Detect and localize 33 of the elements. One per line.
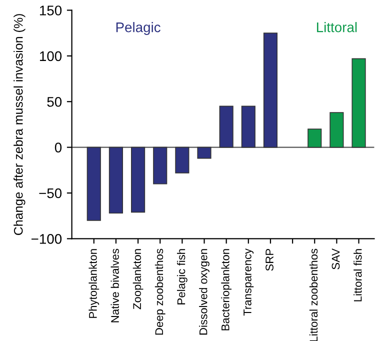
x-tick-label: Phytoplankton — [88, 249, 100, 318]
annotation: Pelagic — [116, 22, 160, 35]
x-tick-label: Littoral zoobenthos — [309, 248, 318, 341]
bar — [108, 146, 124, 214]
bar — [330, 112, 344, 148]
x-tick-label: Zooplankton — [132, 249, 144, 310]
y-tick-label: 0 — [54, 142, 62, 152]
x-tick-label: Transparency — [244, 248, 254, 316]
y-tick-label: 50 — [47, 96, 62, 107]
x-tick-label: Littoral fish — [354, 249, 362, 302]
x-tick-label: Native bivalves — [110, 248, 119, 322]
bar — [241, 106, 256, 148]
annotation: Littoral — [316, 22, 357, 32]
y-tick-label: −100 — [32, 234, 62, 244]
y-axis-title: Change after zebra mussel invasion (%) — [14, 14, 26, 235]
bar — [308, 128, 322, 148]
x-tick-label: SAV — [332, 248, 340, 270]
bar — [175, 146, 190, 174]
bar — [86, 146, 101, 221]
x-tick-label: SRP — [266, 249, 274, 271]
x-tick-label: Dissolved oxygen — [199, 249, 210, 335]
x-tick-label: Pelagic fish — [177, 249, 188, 304]
x-tick-label: Deep zoobenthos — [154, 248, 166, 335]
bar — [263, 32, 278, 148]
bar — [153, 146, 168, 184]
bar — [130, 146, 146, 213]
x-tick-label: Bacterioplankton — [221, 249, 232, 330]
y-tick-label: 150 — [40, 6, 62, 16]
bar — [219, 106, 234, 148]
bar — [352, 58, 366, 148]
y-tick-label: 100 — [40, 51, 62, 62]
y-tick-label: −50 — [39, 188, 62, 198]
bar — [197, 146, 212, 159]
